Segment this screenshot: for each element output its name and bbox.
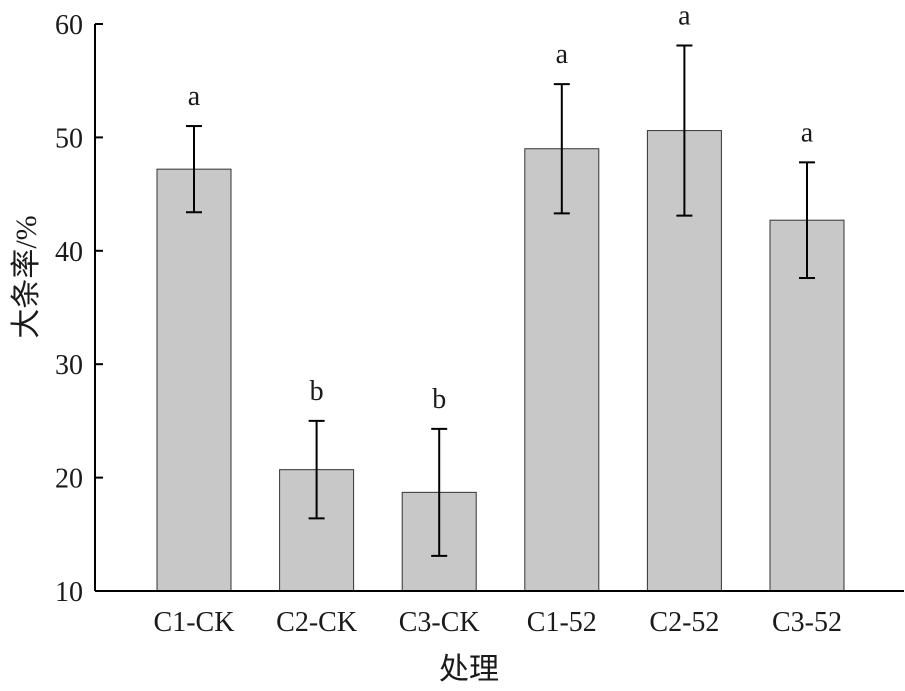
y-tick-label: 30: [55, 350, 83, 381]
y-tick-label: 10: [55, 577, 83, 608]
axes-group: [94, 24, 904, 592]
y-tick-label: 60: [55, 10, 83, 41]
y-tick-label: 40: [55, 237, 83, 268]
x-tick-label: C2-52: [649, 607, 719, 638]
significance-labels-group: a b b a a a: [188, 1, 814, 415]
x-tick-label: C1-CK: [154, 607, 235, 638]
significance-label: b: [432, 384, 446, 415]
significance-label: a: [556, 39, 569, 70]
significance-label: a: [678, 1, 691, 32]
y-tick-label: 20: [55, 464, 83, 495]
significance-label: a: [801, 117, 814, 148]
y-axis-title: 大条率/%: [10, 215, 43, 338]
significance-label: b: [310, 376, 324, 407]
y-ticks-group: 10 20 30 40 50 60: [55, 10, 103, 608]
x-tick-label: C3-CK: [399, 607, 480, 638]
x-tick-label: C2-CK: [276, 607, 357, 638]
x-axis-title: 处理: [439, 653, 499, 686]
bar-c1-ck: [156, 168, 232, 592]
x-tick-label: C3-52: [772, 607, 842, 638]
x-tick-labels-group: C1-CK C2-CK C3-CK C1-52 C2-52 C3-52: [154, 607, 842, 638]
significance-label: a: [188, 81, 201, 112]
error-bars-group: [186, 44, 815, 557]
x-tick-label: C1-52: [527, 607, 597, 638]
bar-c1-52: [524, 148, 600, 592]
bars-group: [156, 130, 845, 592]
y-tick-label: 50: [55, 123, 83, 154]
bar-c3-52: [769, 219, 845, 592]
